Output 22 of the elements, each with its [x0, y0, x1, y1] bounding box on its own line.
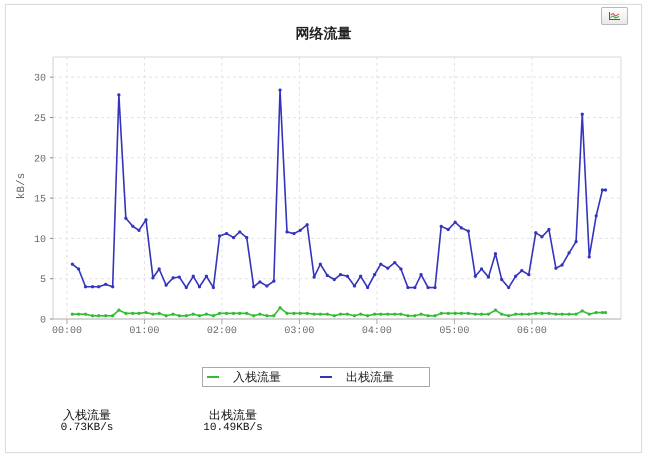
- y-tick-label: 30: [34, 74, 46, 85]
- text: 入栈流量: [63, 408, 111, 422]
- y-axis-title: kB/s: [16, 172, 28, 200]
- x-tick-label: 02:00: [206, 326, 237, 338]
- text: 出栈流量: [209, 408, 257, 422]
- legend-label: 出栈流量: [346, 370, 394, 384]
- chart-title: 网络流量: [296, 26, 352, 42]
- x-tick-label: 05:00: [439, 326, 470, 338]
- y-tick-label: 20: [34, 154, 46, 166]
- y-tick-label: 0: [40, 316, 46, 327]
- y-tick-label: 15: [34, 194, 46, 206]
- x-tick-label: 03:00: [284, 326, 314, 338]
- y-tick-label: 10: [34, 234, 46, 246]
- y-tick-label: 5: [40, 275, 46, 286]
- x-tick-label: 00:00: [52, 326, 82, 338]
- text: 10.49KB/s: [203, 422, 263, 434]
- legend-label: 入栈流量: [233, 370, 281, 384]
- x-tick-label: 01:00: [129, 326, 160, 338]
- x-tick-label: 06:00: [516, 326, 547, 338]
- y-tick-label: 25: [34, 114, 46, 126]
- x-tick-label: 04:00: [362, 326, 392, 338]
- text: 0.73KB/s: [60, 422, 114, 434]
